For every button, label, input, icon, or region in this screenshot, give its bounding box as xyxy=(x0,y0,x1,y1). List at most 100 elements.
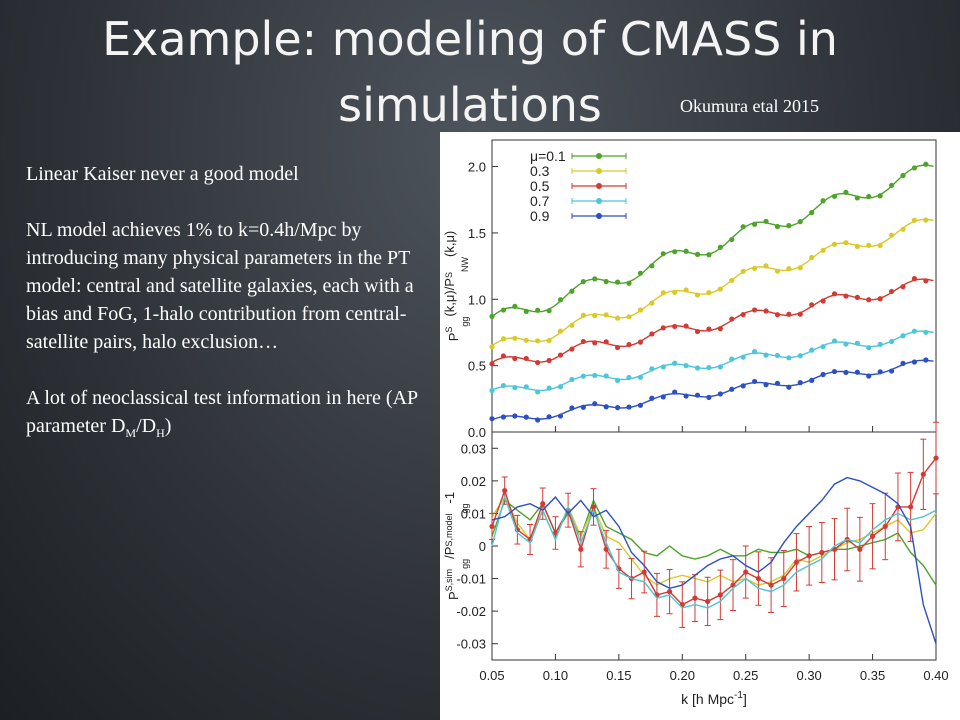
top-point-3-38 xyxy=(923,329,929,335)
top-point-0-5 xyxy=(546,308,552,314)
top-point-1-37 xyxy=(911,217,918,223)
figure-panel: 0.05 0.10 0.15 0.20 0.25 0.30 0.35 0.40 k [h Mpc… xyxy=(440,132,960,720)
top-point-0-35 xyxy=(889,182,895,188)
top-point-0-31 xyxy=(843,189,849,195)
bottom-point-20 xyxy=(743,569,749,575)
top-point-1-1 xyxy=(500,336,507,342)
top-point-2-7 xyxy=(569,346,575,352)
top-point-2-33 xyxy=(866,297,872,303)
bottom-y-tick-label-2: -0.01 xyxy=(456,572,486,587)
top-point-0-12 xyxy=(626,280,632,286)
top-point-0-2 xyxy=(512,303,518,310)
top-point-0-16 xyxy=(672,249,678,255)
x-tick-label-5: 0.30 xyxy=(796,668,821,683)
top-point-2-20 xyxy=(717,326,723,332)
top-point-2-28 xyxy=(809,302,815,308)
top-point-1-24 xyxy=(763,263,769,269)
top-point-2-3 xyxy=(523,355,529,362)
top-point-3-10 xyxy=(603,373,609,379)
bottom-point-7 xyxy=(578,546,584,552)
top-point-0-19 xyxy=(706,252,712,258)
para3-prefix: A lot of neoclassical test information i… xyxy=(26,387,418,437)
x-tick-label-4: 0.25 xyxy=(733,668,758,683)
para3-sub-h: H xyxy=(156,426,165,440)
top-point-1-17 xyxy=(683,287,689,293)
top-point-3-3 xyxy=(523,384,529,390)
top-point-1-31 xyxy=(843,240,849,246)
paragraph-neoclassical: A lot of neoclassical test information i… xyxy=(26,384,436,447)
top-point-0-26 xyxy=(786,223,792,229)
top-point-3-14 xyxy=(649,366,655,372)
top-point-2-30 xyxy=(831,291,838,297)
top-point-1-5 xyxy=(546,338,552,344)
top-point-1-36 xyxy=(900,226,906,232)
top-point-2-15 xyxy=(660,325,666,331)
bottom-point-1 xyxy=(502,488,508,494)
top-point-0-30 xyxy=(831,193,838,199)
top-point-2-19 xyxy=(706,326,712,332)
legend-label-2: 0.5 xyxy=(530,178,550,194)
bottom-point-8 xyxy=(590,504,597,510)
legend-label-1: 0.3 xyxy=(530,163,550,179)
bottom-y-tick-label-6: 0.03 xyxy=(461,441,486,456)
top-point-1-16 xyxy=(672,289,678,295)
top-point-4-3 xyxy=(523,414,529,420)
top-point-0-11 xyxy=(614,279,621,285)
top-point-4-25 xyxy=(774,380,781,386)
bottom-point-29 xyxy=(857,546,863,552)
top-point-4-31 xyxy=(843,369,849,376)
bottom-point-4 xyxy=(540,501,546,507)
x-tick-label-1: 0.10 xyxy=(543,668,568,683)
top-point-2-31 xyxy=(843,293,849,299)
top-y-tick-label-2: 1.0 xyxy=(468,292,486,307)
top-point-2-10 xyxy=(603,339,609,345)
top-point-3-37 xyxy=(911,328,918,334)
top-point-4-20 xyxy=(717,391,723,397)
bottom-line-3 xyxy=(491,494,937,609)
top-point-4-21 xyxy=(729,386,735,392)
bottom-point-23 xyxy=(781,575,787,582)
bottom-y-tick-label-1: -0.02 xyxy=(456,604,486,619)
top-point-4-32 xyxy=(854,369,860,375)
top-point-4-11 xyxy=(614,405,621,411)
top-point-0-24 xyxy=(763,218,769,224)
bottom-point-24 xyxy=(793,559,800,565)
top-point-1-4 xyxy=(535,338,541,344)
top-y-tick-label-0: 0.0 xyxy=(468,425,486,440)
x-tick-label-7: 0.40 xyxy=(923,668,948,683)
top-point-2-36 xyxy=(900,284,906,290)
top-point-2-11 xyxy=(614,344,621,351)
top-point-4-30 xyxy=(831,368,838,375)
top-point-4-38 xyxy=(923,357,929,363)
top-point-3-19 xyxy=(706,364,712,371)
top-point-3-1 xyxy=(500,382,507,389)
top-point-1-20 xyxy=(717,286,723,292)
bottom-point-21 xyxy=(755,575,761,582)
top-point-4-14 xyxy=(649,395,655,401)
top-point-4-7 xyxy=(569,405,575,411)
slide-title: Example: modeling of CMASS in simulation… xyxy=(0,6,940,138)
bottom-point-22 xyxy=(768,582,774,588)
top-point-1-22 xyxy=(740,268,746,274)
bottom-y-tick-label-5: 0.02 xyxy=(461,474,486,489)
top-point-0-8 xyxy=(580,279,586,285)
top-point-1-38 xyxy=(923,217,929,223)
bottom-panel-frame xyxy=(491,431,937,661)
top-point-1-21 xyxy=(729,277,735,283)
top-point-4-29 xyxy=(820,371,826,378)
top-point-4-34 xyxy=(877,369,883,375)
top-point-0-28 xyxy=(809,210,815,216)
top-model-line-0 xyxy=(491,164,934,318)
top-point-2-13 xyxy=(637,339,644,345)
top-point-3-4 xyxy=(535,389,541,395)
top-point-4-0 xyxy=(489,416,495,422)
top-point-3-36 xyxy=(900,333,906,339)
legend-marker-0 xyxy=(596,153,602,159)
top-point-3-7 xyxy=(569,376,575,383)
top-point-3-33 xyxy=(866,345,872,351)
top-point-3-13 xyxy=(637,374,644,380)
top-y-tick-label-3: 1.5 xyxy=(468,226,486,241)
top-point-3-32 xyxy=(854,340,860,346)
top-point-1-27 xyxy=(797,265,803,271)
top-point-4-37 xyxy=(911,359,918,365)
